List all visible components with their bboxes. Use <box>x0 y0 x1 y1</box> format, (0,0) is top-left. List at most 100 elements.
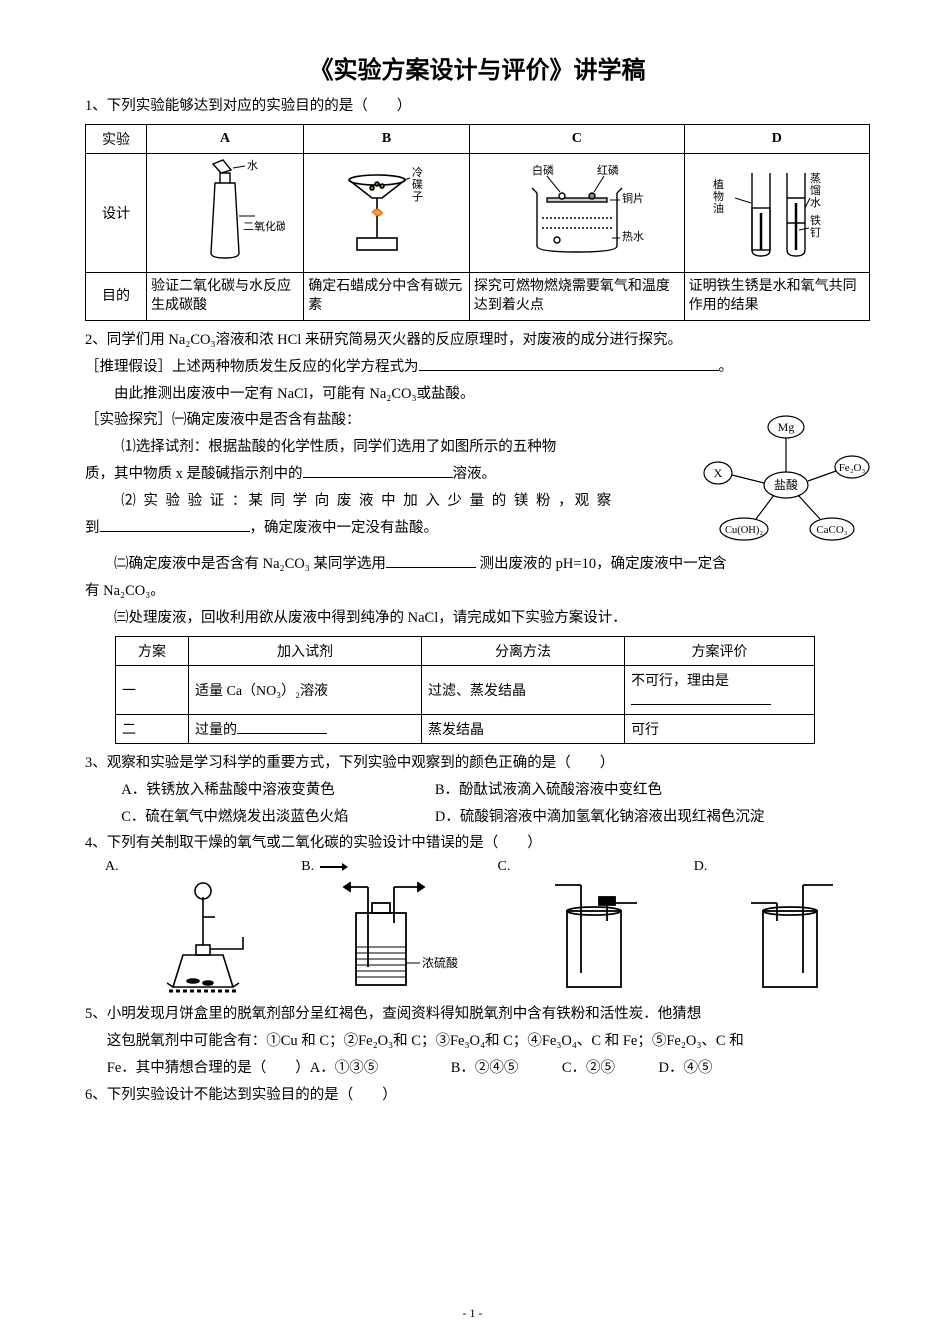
q2-infer: 由此推测出废液中一定有 NaCl，可能有 Na₂CO₃或盐酸。 <box>85 381 870 408</box>
q4-options-row: A. <box>105 859 890 995</box>
q1-col-c: C <box>469 124 684 153</box>
q1-diagram-c: 白磷 红磷 铜片 热水 <box>469 153 684 272</box>
sch-r2c1: 二 <box>116 714 189 743</box>
q3-cd: C．硫在氧气中燃烧发出淡蓝色火焰 D．硫酸铜溶液中滴加氢氧化钠溶液出现红褐色沉淀 <box>85 804 870 831</box>
q1-col-d: D <box>684 124 869 153</box>
q1-table: 实验 A B C D 设计 水 二氧化碳 <box>85 124 870 321</box>
label-red-p: 红磷 <box>597 164 619 177</box>
q4-d: D. <box>694 859 890 995</box>
svg-text:子: 子 <box>412 190 423 203</box>
sch-r2c2: 过量的 <box>189 714 422 743</box>
q4-c: C. <box>498 859 694 995</box>
q1-purpose-b: 确定石蜡成分中含有碳元素 <box>304 272 470 320</box>
q1-rowhdr-exp: 实验 <box>86 124 147 153</box>
node-x: X <box>714 466 723 480</box>
q4-a: A. <box>105 859 301 995</box>
sch-r1c4-text: 不可行，理由是 <box>631 674 729 689</box>
svg-text:油: 油 <box>713 201 724 215</box>
sch-r2c2-text: 过量的 <box>195 723 237 738</box>
blank-ph-tool[interactable] <box>386 553 476 569</box>
q1-diagram-a: 水 二氧化碳 <box>147 153 304 272</box>
label-water: 水 <box>247 159 258 172</box>
svg-text:馏: 馏 <box>810 183 821 197</box>
sch-r2c3: 蒸发结晶 <box>422 714 625 743</box>
q1-purpose-c: 探究可燃物燃烧需要氧气和温度达到着火点 <box>469 272 684 320</box>
blank-observe[interactable] <box>100 516 250 532</box>
svg-text:碟: 碟 <box>412 178 423 191</box>
node-caco3: CaCO₃ <box>816 524 848 536</box>
label-hot-water: 热水 <box>622 230 644 243</box>
q3-opt-d: D．硫酸铜溶液中滴加氢氧化钠溶液出现红褐色沉淀 <box>435 809 764 825</box>
label-co2: 二氧化碳 <box>243 219 285 233</box>
q4-stem: 4、下列有关制取干燥的氧气或二氧化碳的实验设计中错误的是（ ） <box>85 830 870 857</box>
q2-step2c: ，确定废液中一定没有盐酸。 <box>250 520 439 536</box>
label-oil: 植 <box>713 177 724 191</box>
q1-rowhdr-design: 设计 <box>86 153 147 272</box>
q6-stem: 6、下列实验设计不能达到实验目的的是（ ） <box>85 1082 870 1109</box>
sch-r1c3: 过滤、蒸发结晶 <box>422 665 625 714</box>
q1-rowhdr-purpose: 目的 <box>86 272 147 320</box>
q1-col-a: A <box>147 124 304 153</box>
node-mg: Mg <box>778 420 795 434</box>
node-fe2o3: Fe₂O₃ <box>839 462 866 474</box>
q2-part2b: 测出废液的 pH=10，确定废液中一定含 <box>476 556 727 572</box>
sch-h2: 加入试剂 <box>189 636 422 665</box>
q5-l1: 5、小明发现月饼盒里的脱氧剂部分呈红褐色，查阅资料得知脱氧剂中含有铁粉和活性炭．… <box>85 1001 870 1028</box>
page-number: - 1 - <box>0 1306 945 1321</box>
node-hcl: 盐酸 <box>774 477 798 492</box>
q5-l2: 这包脱氧剂中可能含有：①Cu 和 C；②Fe₂O₃和 C；③Fe₃O₄和 C；④… <box>85 1028 870 1055</box>
q1-diagram-b: 冷 碟 子 <box>304 153 470 272</box>
q3-opt-c: C．硫在氧气中燃烧发出淡蓝色火焰 <box>121 804 431 831</box>
sch-r1c1: 一 <box>116 665 189 714</box>
q2-step1c: 溶液。 <box>453 466 497 482</box>
sch-r1c4: 不可行，理由是 <box>625 665 815 714</box>
q2-part2c: 有 Na₂CO₃。 <box>85 578 870 605</box>
q1-purpose-a: 验证二氧化碳与水反应生成碳酸 <box>147 272 304 320</box>
q3-ab: A．铁锈放入稀盐酸中溶液变黄色 B．酚酞试液滴入硫酸溶液中变红色 <box>85 777 870 804</box>
label-distilled: 蒸 <box>810 172 821 185</box>
label-nail: 铁 <box>810 214 821 227</box>
label-copper: 铜片 <box>622 191 644 205</box>
sch-h4: 方案评价 <box>625 636 815 665</box>
q3-opt-b: B．酚酞试液滴入硫酸溶液中变红色 <box>435 782 662 798</box>
q1-diagram-d: 植 物 油 蒸 馏 水 铁 钉 <box>684 153 869 272</box>
q1-stem: 1、下列实验能够达到对应的实验目的的是（ ） <box>85 93 870 120</box>
label-cold-dish: 冷 <box>412 166 423 179</box>
blank-reagent[interactable] <box>237 719 327 734</box>
q3-opt-a: A．铁锈放入稀盐酸中溶液变黄色 <box>121 777 431 804</box>
q1-purpose-d: 证明铁生锈是水和氧气共同作用的结果 <box>684 272 869 320</box>
q1-col-b: B <box>304 124 470 153</box>
svg-text:物: 物 <box>713 189 724 203</box>
q2-part2a: ㈡确定废液中是否含有 Na₂CO₃ 某同学选用 <box>114 556 386 572</box>
q2-part3: ㈢处理废液，回收利用欲从废液中得到纯净的 NaCl，请完成如下实验方案设计． <box>85 605 870 632</box>
label-white-p: 白磷 <box>532 163 554 177</box>
svg-text:钉: 钉 <box>810 226 821 239</box>
q2-scheme-table: 方案 加入试剂 分离方法 方案评价 一 适量 Ca（NO₃）₂溶液 过滤、蒸发结… <box>115 636 815 744</box>
q4-label-a: A. <box>105 859 119 874</box>
q2-part2-row: ㈡确定废液中是否含有 Na₂CO₃ 某同学选用 测出废液的 pH=10，确定废液… <box>85 551 870 578</box>
label-h2so4: 浓硫酸 <box>422 955 458 970</box>
blank-indicator[interactable] <box>303 463 453 479</box>
sch-h1: 方案 <box>116 636 189 665</box>
blank-reason[interactable] <box>631 690 771 705</box>
svg-text:水: 水 <box>810 196 821 209</box>
q4-label-c: C. <box>498 859 511 874</box>
sch-h3: 分离方法 <box>422 636 625 665</box>
q5-l3: Fe．其中猜想合理的是（ ）A．①③⑤ B．②④⑤ C．②⑤ D．④⑤ <box>85 1055 870 1082</box>
q2-hypothesis: ［推理假设］上述两种物质发生反应的化学方程式为 。 <box>85 354 870 381</box>
sch-r1c2: 适量 Ca（NO₃）₂溶液 <box>189 665 422 714</box>
q4-label-d: D. <box>694 859 708 874</box>
q2-hypo-period: 。 <box>719 359 734 375</box>
reagent-star-diagram: 盐酸 Mg X Fe₂O₃ Cu(OH)₂ CaCO₃ <box>700 407 870 547</box>
q2-hypo-label: ［推理假设］上述两种物质发生反应的化学方程式为 <box>85 359 419 375</box>
q2-stem: 2、同学们用 Na₂CO₃溶液和浓 HCl 来研究简易灭火器的反应原理时，对废液… <box>85 327 870 354</box>
q2-step1b: 质，其中物质 x 是酸碱指示剂中的 <box>85 466 303 482</box>
q4-b: B. <box>301 859 497 995</box>
node-cuoh2: Cu(OH)₂ <box>725 525 763 536</box>
sch-r2c4: 可行 <box>625 714 815 743</box>
q2-step2b: 到 <box>85 520 100 536</box>
q4-label-b: B. <box>301 859 314 874</box>
q3-stem: 3、观察和实验是学习科学的重要方式，下列实验中观察到的颜色正确的是（ ） <box>85 750 870 777</box>
page-title: 《实验方案设计与评价》讲学稿 <box>85 50 870 85</box>
blank-equation[interactable] <box>419 355 719 371</box>
